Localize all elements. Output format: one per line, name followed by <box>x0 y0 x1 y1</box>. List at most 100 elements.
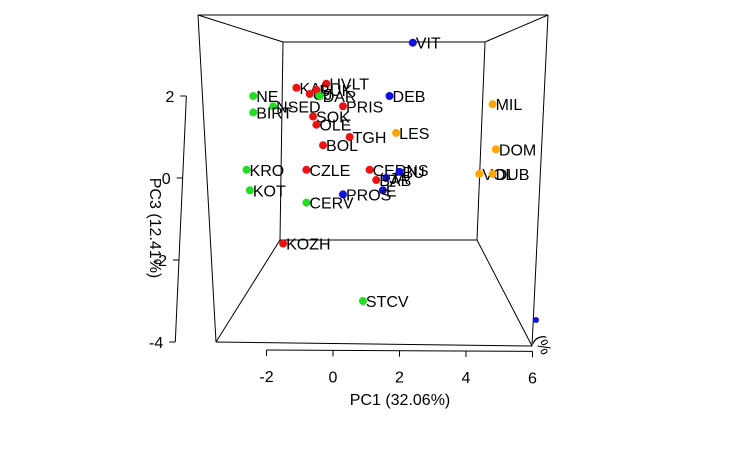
plot-box <box>197 14 549 347</box>
point-marker <box>322 79 331 88</box>
data-point: BIRT <box>249 105 293 122</box>
point-marker <box>319 141 328 150</box>
data-point: KRO <box>242 163 284 180</box>
y-tick-label: 2 <box>165 89 174 106</box>
y-tick-label: 0 <box>162 171 171 188</box>
x-tick-label: -2 <box>259 369 273 386</box>
point-label: BUK <box>319 83 352 100</box>
point-label: TGH <box>353 130 387 147</box>
data-point: BUK <box>312 83 353 100</box>
box-front-right <box>531 14 549 347</box>
point-label: SOK <box>316 110 350 127</box>
data-points: VITDEBMILDOMVOLDUBLESKALUJHVLTBUKDARPRIS… <box>242 36 536 311</box>
data-point: PROS <box>338 187 391 204</box>
point-marker <box>382 174 391 182</box>
point-marker <box>309 112 318 121</box>
box-edge-bottom-left <box>215 239 281 343</box>
point-marker <box>249 92 258 100</box>
point-label: DAR <box>323 89 357 106</box>
point-label: BOL <box>326 138 358 155</box>
x-axis: -2 0 2 4 6 PC1 (32.06%) <box>259 349 537 409</box>
point-marker <box>488 169 497 178</box>
point-marker <box>245 186 254 195</box>
point-label: DOM <box>499 142 536 159</box>
box-edge-top-right <box>484 14 549 43</box>
point-label: DUB <box>496 167 530 184</box>
data-point: TGH <box>345 130 387 147</box>
point-marker <box>491 145 500 154</box>
box-edge-bottom-right <box>476 239 533 347</box>
y-tick-label: -2 <box>153 253 167 270</box>
point-label: HVLT <box>329 77 369 94</box>
data-point: JA <box>382 171 408 188</box>
data-point: NSED <box>269 99 321 116</box>
point-marker <box>305 89 314 98</box>
data-point: DOM <box>491 142 536 159</box>
data-point: HVLT <box>322 77 369 94</box>
point-marker <box>338 102 347 111</box>
y-tick-label: -4 <box>149 335 163 352</box>
data-point: DEB <box>385 89 426 106</box>
point-label: CERV <box>309 196 353 213</box>
data-point: BOL <box>319 138 358 155</box>
point-label: MIL <box>496 97 523 114</box>
point-marker <box>269 102 278 111</box>
x-tick-label: 6 <box>528 370 537 387</box>
point-marker <box>345 133 354 141</box>
point-marker <box>392 128 401 137</box>
point-label: STCV <box>366 294 409 311</box>
y-axis: -4 -2 0 2 PC3 (12.41%) <box>146 89 187 352</box>
y-axis-label: PC3 (12.41%) <box>146 178 163 279</box>
point-marker <box>338 190 347 199</box>
data-point: OLE <box>312 118 351 135</box>
data-point: BAB <box>372 173 411 190</box>
data-point: STCV <box>358 294 409 311</box>
point-label: E <box>386 183 397 200</box>
box-front-bottom <box>215 341 533 347</box>
point-marker <box>378 186 387 195</box>
point-marker <box>279 239 288 248</box>
point-marker <box>488 100 497 109</box>
point-label: DEB <box>393 89 426 106</box>
x-tick-label: 0 <box>329 369 338 386</box>
point-marker <box>315 92 324 100</box>
data-point: MIL <box>488 97 523 114</box>
point-marker <box>372 176 381 185</box>
x-axis-line <box>266 349 533 352</box>
point-marker <box>302 165 311 174</box>
point-label: KOT <box>253 183 286 200</box>
x-axis-ticks: -2 0 2 4 6 <box>259 349 537 387</box>
point-label: PRIS <box>346 99 383 116</box>
point-label: VIT <box>416 36 441 53</box>
point-label: JA <box>389 171 408 188</box>
point-label: PROS <box>346 187 391 204</box>
point-label: OLE <box>319 118 351 135</box>
data-point: DUB <box>488 167 530 184</box>
data-point: E <box>378 183 397 200</box>
point-label: LES <box>399 126 429 143</box>
clipped-point <box>533 317 539 323</box>
point-marker <box>395 167 404 176</box>
x-tick-label: 2 <box>395 370 404 387</box>
x-tick-label: 4 <box>462 370 471 387</box>
data-point: VIT <box>408 36 441 53</box>
point-marker <box>385 92 394 100</box>
data-point: BU <box>395 165 425 182</box>
point-marker <box>358 297 367 305</box>
data-point: SOK <box>309 110 350 127</box>
point-marker <box>365 165 374 174</box>
data-point: DAR <box>315 89 357 106</box>
y-axis-line <box>174 95 187 343</box>
data-point: KOZH <box>279 237 331 254</box>
point-label: BU <box>403 165 425 182</box>
z-axis-label: (% <box>530 333 554 358</box>
data-point: NE <box>249 89 278 106</box>
box-front-left <box>197 14 217 343</box>
z-axis-label-fragment: (% <box>530 317 554 357</box>
y-axis-ticks: -4 -2 0 2 <box>149 89 187 352</box>
point-label: BIRT <box>256 105 292 122</box>
point-label: BAB <box>379 173 411 190</box>
point-label: KOZH <box>286 237 330 254</box>
point-marker <box>292 83 301 92</box>
